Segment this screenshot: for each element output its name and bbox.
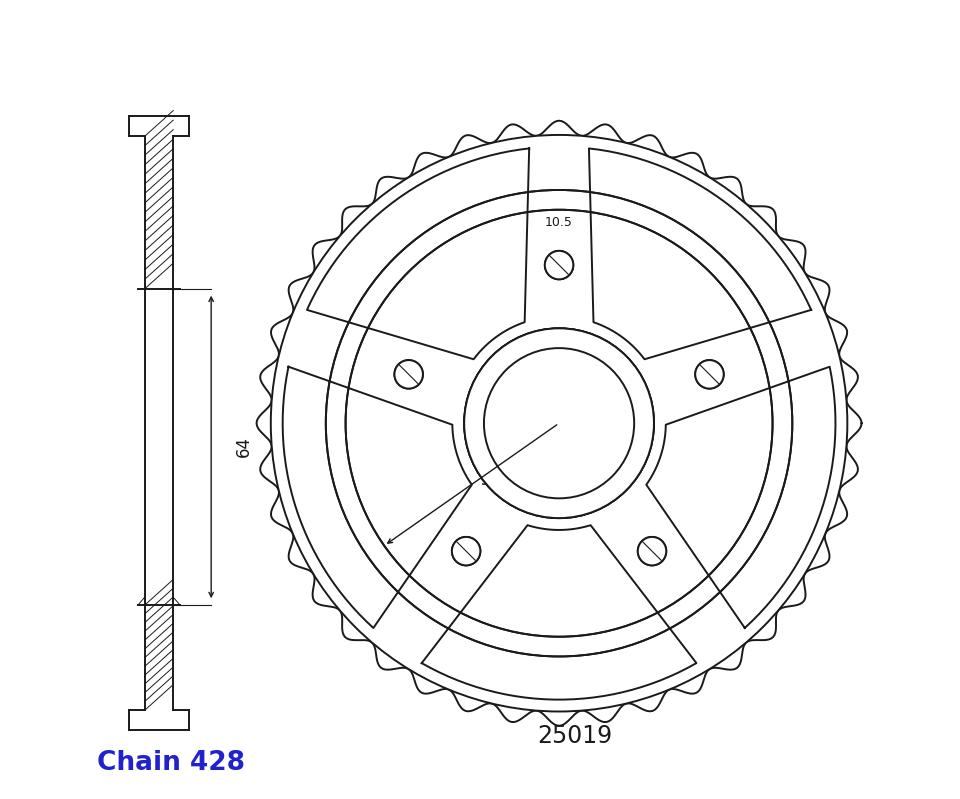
Circle shape: [637, 537, 666, 566]
Polygon shape: [421, 525, 696, 700]
Circle shape: [545, 251, 573, 280]
Text: Chain 428: Chain 428: [97, 750, 245, 776]
Text: 10.5: 10.5: [545, 216, 573, 229]
Circle shape: [452, 537, 480, 566]
Text: 64: 64: [235, 436, 252, 458]
Circle shape: [271, 135, 848, 711]
Circle shape: [465, 328, 654, 518]
Polygon shape: [588, 149, 811, 360]
Circle shape: [637, 537, 666, 566]
Circle shape: [545, 251, 573, 280]
Circle shape: [395, 360, 423, 388]
Circle shape: [452, 537, 480, 566]
Circle shape: [484, 348, 635, 499]
Polygon shape: [307, 149, 529, 360]
Circle shape: [695, 360, 724, 388]
Text: 25019: 25019: [538, 724, 612, 748]
Text: 96: 96: [480, 471, 503, 490]
Circle shape: [395, 360, 423, 388]
Polygon shape: [646, 367, 835, 628]
Circle shape: [695, 360, 724, 388]
Circle shape: [465, 328, 654, 518]
Polygon shape: [282, 367, 471, 628]
Circle shape: [484, 348, 635, 499]
